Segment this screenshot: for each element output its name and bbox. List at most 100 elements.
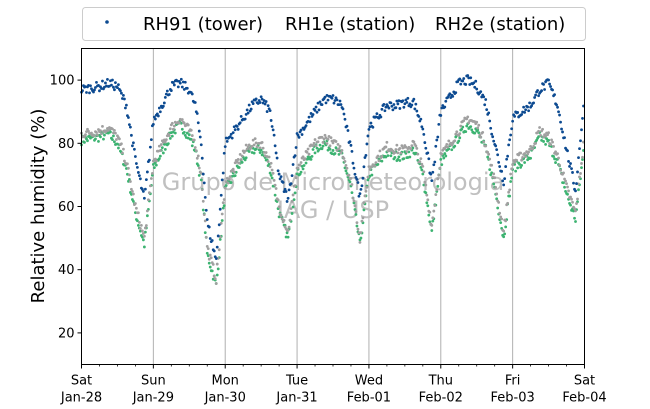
point-rh91 (389, 101, 393, 105)
point-rh1e (243, 158, 247, 162)
point-rh2e (255, 145, 259, 149)
point-rh1e (160, 146, 164, 150)
point-rh91 (523, 110, 527, 114)
point-rh1e (309, 158, 313, 161)
point-rh91 (387, 106, 391, 110)
point-rh1e (389, 154, 393, 158)
point-rh91 (526, 105, 530, 109)
point-rh91 (172, 83, 176, 87)
point-rh2e (167, 134, 171, 138)
point-rh1e (187, 133, 191, 137)
point-rh91 (155, 112, 159, 116)
point-rh91 (527, 109, 531, 113)
point-rh1e (502, 235, 506, 239)
point-rh2e (547, 131, 550, 135)
point-rh91 (85, 91, 88, 94)
point-rh91 (401, 99, 405, 103)
point-rh2e (436, 177, 440, 181)
point-rh2e (298, 163, 302, 167)
point-rh1e (344, 169, 348, 173)
point-rh2e (421, 164, 425, 168)
point-rh1e (362, 208, 366, 212)
point-rh1e (216, 267, 220, 271)
point-rh2e (84, 133, 87, 137)
point-rh2e (171, 127, 175, 131)
point-rh2e (409, 147, 413, 151)
point-rh91 (193, 101, 197, 104)
point-rh2e (362, 201, 366, 205)
point-rh91 (560, 127, 563, 131)
point-rh2e (359, 231, 363, 234)
point-rh2e (507, 190, 511, 194)
point-rh91 (436, 135, 440, 139)
point-rh2e (271, 171, 275, 175)
point-rh91 (379, 115, 383, 119)
point-rh2e (520, 158, 524, 162)
point-rh91 (432, 163, 436, 167)
point-rh2e (288, 218, 292, 222)
point-rh91 (147, 158, 151, 162)
point-rh91 (437, 122, 441, 126)
point-rh2e (170, 121, 174, 125)
point-rh91 (279, 175, 283, 179)
point-rh2e (305, 150, 309, 154)
point-rh1e (509, 180, 513, 183)
point-rh2e (557, 156, 560, 160)
point-rh2e (400, 144, 404, 148)
point-rh91 (313, 108, 317, 112)
point-rh2e (232, 170, 236, 174)
point-rh91 (123, 97, 126, 101)
point-rh91 (496, 153, 500, 157)
point-rh2e (338, 144, 342, 148)
point-rh1e (508, 194, 512, 198)
point-rh2e (280, 217, 284, 221)
point-rh2e (414, 144, 418, 148)
point-rh91 (249, 107, 253, 111)
point-rh2e (226, 181, 230, 185)
point-rh2e (331, 141, 335, 145)
point-rh2e (313, 138, 317, 141)
point-rh91 (198, 135, 202, 139)
point-rh91 (579, 139, 582, 143)
point-rh2e (121, 151, 124, 155)
point-rh2e (445, 142, 449, 146)
point-rh91 (145, 170, 149, 174)
point-rh91 (315, 110, 319, 114)
point-rh2e (418, 160, 422, 164)
point-rh1e (460, 127, 464, 131)
point-rh1e (464, 130, 468, 134)
point-rh91 (231, 131, 235, 135)
point-rh2e (493, 176, 497, 180)
point-rh2e (236, 158, 240, 161)
point-rh2e (358, 241, 362, 244)
point-rh91 (131, 144, 134, 148)
point-rh2e (432, 209, 436, 213)
point-rh2e (237, 161, 241, 165)
point-rh2e (524, 155, 528, 159)
point-rh91 (412, 97, 416, 101)
point-rh91 (200, 156, 204, 160)
point-rh91 (558, 113, 561, 117)
point-rh2e (223, 186, 227, 190)
point-rh2e (264, 151, 268, 154)
point-rh2e (431, 216, 435, 220)
point-rh91 (357, 194, 361, 198)
point-rh2e (531, 147, 534, 151)
point-rh91 (259, 95, 263, 99)
point-rh1e (97, 139, 100, 143)
point-rh2e (286, 228, 290, 232)
point-rh91 (365, 142, 369, 146)
point-rh2e (506, 201, 510, 205)
point-rh2e (342, 157, 346, 160)
point-rh1e (547, 138, 550, 142)
point-rh2e (364, 189, 368, 193)
point-rh1e (529, 156, 533, 160)
point-rh91 (383, 109, 387, 113)
point-rh91 (553, 93, 556, 97)
point-rh1e (428, 220, 432, 224)
point-rh1e (222, 204, 226, 208)
point-rh91 (423, 141, 427, 144)
point-rh91 (290, 174, 294, 178)
point-rh2e (122, 147, 125, 151)
point-rh1e (103, 133, 106, 137)
